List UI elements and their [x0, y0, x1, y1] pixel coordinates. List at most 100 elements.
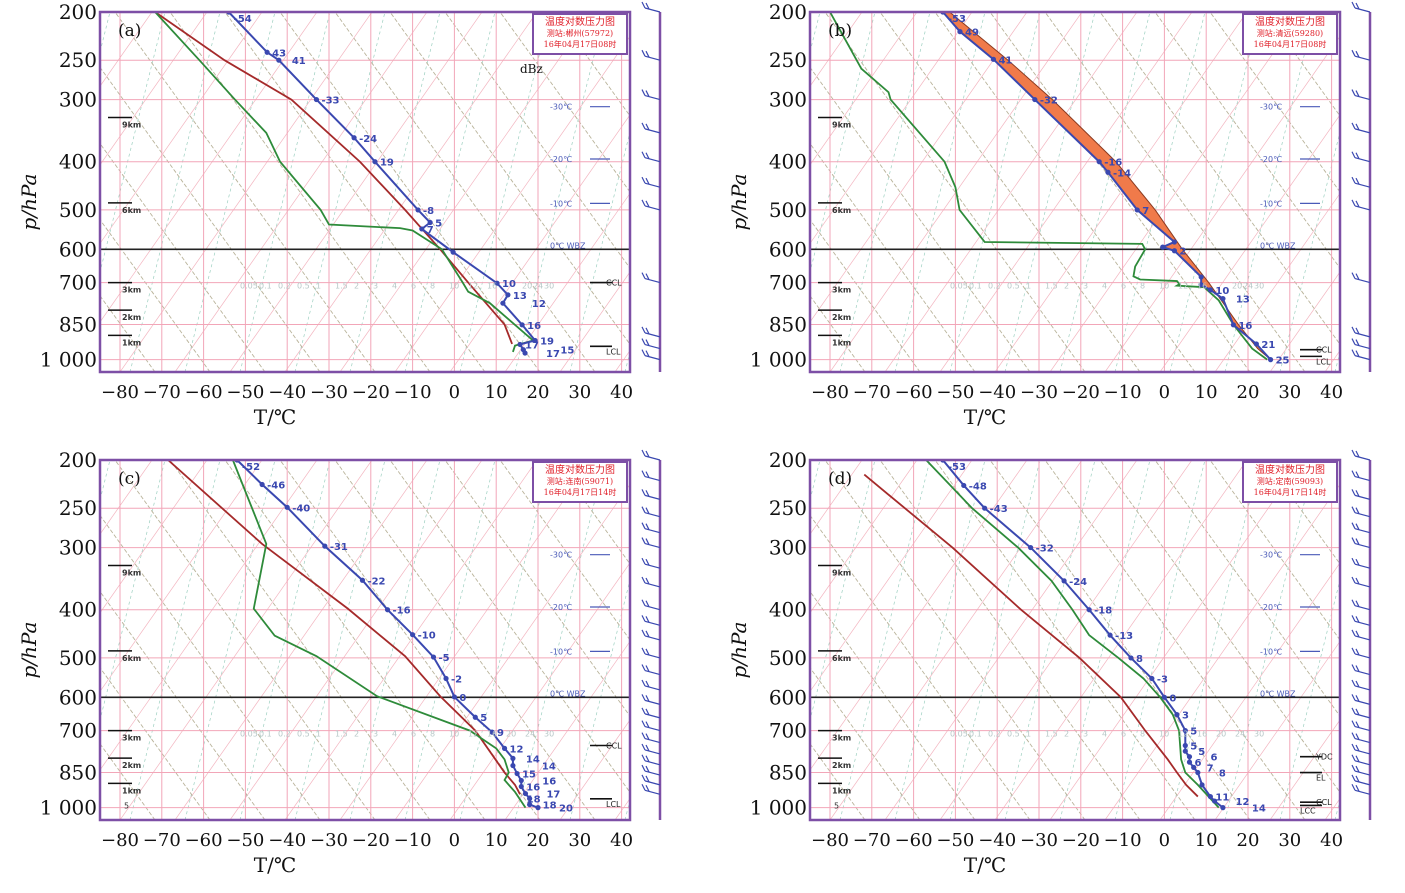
wind-barb — [641, 615, 661, 626]
temperature-label: -46 — [267, 480, 285, 491]
x-tick-label: −80 — [811, 830, 849, 851]
mixing-ratio-label: 12 — [468, 282, 478, 291]
isotherm-skewed — [670, 448, 705, 820]
mixing-ratio-label: 0.05 — [240, 282, 258, 291]
temperature-point — [259, 481, 265, 488]
mixing-ratio-label: 30 — [544, 282, 554, 291]
title-box-line: 温度对数压力图 — [1255, 15, 1325, 28]
dewpoint-curve — [232, 460, 527, 809]
isotherm-label: -20℃ — [550, 155, 572, 164]
temperature-point — [1191, 764, 1197, 770]
temperature-label: 9 — [497, 728, 504, 739]
mixing-ratio-line — [459, 460, 551, 820]
wind-barb — [1351, 629, 1371, 641]
temperature-label: 41 — [998, 55, 1012, 66]
wind-barb — [1351, 679, 1371, 691]
temperature-point — [351, 135, 357, 141]
title-box — [1242, 13, 1338, 55]
temperature-label: -16 — [393, 606, 411, 617]
temperature-label: 5 — [1190, 741, 1197, 752]
wind-barb — [1351, 349, 1371, 361]
x-tick-label: −30 — [1020, 830, 1058, 851]
dry-adiabat — [1154, 460, 1340, 717]
x-tick-label: 0 — [449, 382, 460, 403]
temperature-label: 5 — [1198, 747, 1205, 758]
parcel-curve — [863, 473, 1199, 798]
mixing-ratio-label: 0.5 — [297, 282, 310, 291]
mixing-ratio-label: 0.05 — [240, 730, 258, 739]
temperature-point — [510, 762, 516, 769]
x-axis-label: T/℃ — [964, 405, 1006, 429]
temperature-label: 16 — [542, 777, 556, 788]
height-label: 2km — [832, 761, 851, 770]
wind-barb — [1351, 338, 1371, 350]
isotherm-skewed — [810, 460, 973, 693]
temperature-point — [1161, 694, 1167, 700]
mixing-ratio-label: 8 — [1140, 282, 1145, 291]
mixing-ratio-label: 0.5 — [297, 730, 310, 739]
plot-labels: -30℃ -20℃ -10℃ 0℃ WBZ CCL LCL 9km 6km 3km 2km 1km d… — [122, 14, 622, 360]
mixing-ratio-label: 8 — [1140, 730, 1145, 739]
temperature-label: 14 — [542, 762, 556, 773]
wind-barb — [1351, 537, 1371, 549]
temperature-point — [489, 729, 495, 735]
y-tick-label: 400 — [59, 598, 97, 622]
x-tick-label: −20 — [352, 830, 390, 851]
dewpoint-curve — [154, 12, 535, 353]
panel-label: (c) — [118, 469, 141, 489]
x-tick-label: −40 — [268, 830, 306, 851]
x-tick-label: −30 — [310, 382, 348, 403]
x-tick-label: −80 — [811, 382, 849, 403]
temperature-point — [982, 505, 988, 511]
mixing-ratio-line — [624, 350, 630, 372]
mixing-ratio-line — [1224, 12, 1316, 372]
x-tick-label: −60 — [895, 382, 933, 403]
isotherm-skewed — [670, 0, 705, 372]
skewt-panel-c: 温度对数压力图 测站:连南(59071) 16年04月17日14时 (c) 200 250… — [0, 448, 705, 889]
temperature-label: 14 — [526, 754, 540, 765]
temperature-label: -43 — [990, 504, 1008, 515]
dry-adiabat — [100, 743, 156, 820]
temperature-point — [1195, 769, 1201, 776]
dry-adiabat — [1154, 12, 1340, 269]
panel-label: (b) — [828, 21, 852, 41]
y-axis-label: p/hPa — [727, 622, 751, 679]
wind-barb — [641, 522, 661, 534]
dry-adiabat — [810, 666, 921, 820]
wind-barb — [1351, 557, 1371, 569]
wind-barb — [641, 557, 661, 569]
temperature-point — [410, 632, 416, 638]
y-tick-label: 250 — [59, 496, 97, 520]
y-tick-label: 1 000 — [40, 796, 97, 820]
temperature-label: 12 — [532, 299, 546, 310]
temperature-point — [1220, 805, 1226, 811]
title-box-line: 16年04月17日14时 — [544, 487, 617, 497]
temperature-point — [1207, 287, 1213, 293]
isotherm-skewed — [174, 460, 428, 820]
dry-adiabat — [934, 12, 1196, 372]
wind-barb — [641, 720, 661, 732]
plot-labels: -30℃ -20℃ -10℃ 0℃ WBZ CCL LCL 9km 6km 3km 2km 1km 5… — [122, 462, 622, 815]
y-tick-label: 300 — [769, 536, 807, 560]
y-tick-label: 400 — [769, 598, 807, 622]
height-label: 6km — [122, 654, 141, 663]
x-tick-label: 10 — [1195, 382, 1218, 403]
temperature-point — [961, 482, 967, 489]
height-label: 3km — [832, 286, 851, 295]
temperature-label: 17 — [546, 790, 560, 801]
mixing-ratio-line — [129, 12, 221, 372]
skewt-chart: 温度对数压力图测站:定南(59093)16年04月17日14时(d)200250… — [727, 448, 1372, 877]
height-label: 5 — [124, 802, 129, 811]
isotherm-skewed — [884, 12, 1138, 372]
temperature-label: -5 — [439, 653, 450, 664]
temperature-point — [1134, 207, 1140, 213]
panel-label: (a) — [118, 21, 141, 41]
temperature-label: 18 — [543, 801, 557, 812]
mixing-ratio-line — [514, 460, 606, 820]
title-box-line: 16年04月17日14时 — [1254, 487, 1327, 497]
y-tick-label: 1 000 — [750, 348, 807, 372]
wind-barb — [641, 679, 661, 691]
temperature-label: 16 — [527, 321, 541, 332]
wind-barb — [641, 754, 661, 766]
mixing-ratio-label: 20 — [506, 730, 516, 739]
